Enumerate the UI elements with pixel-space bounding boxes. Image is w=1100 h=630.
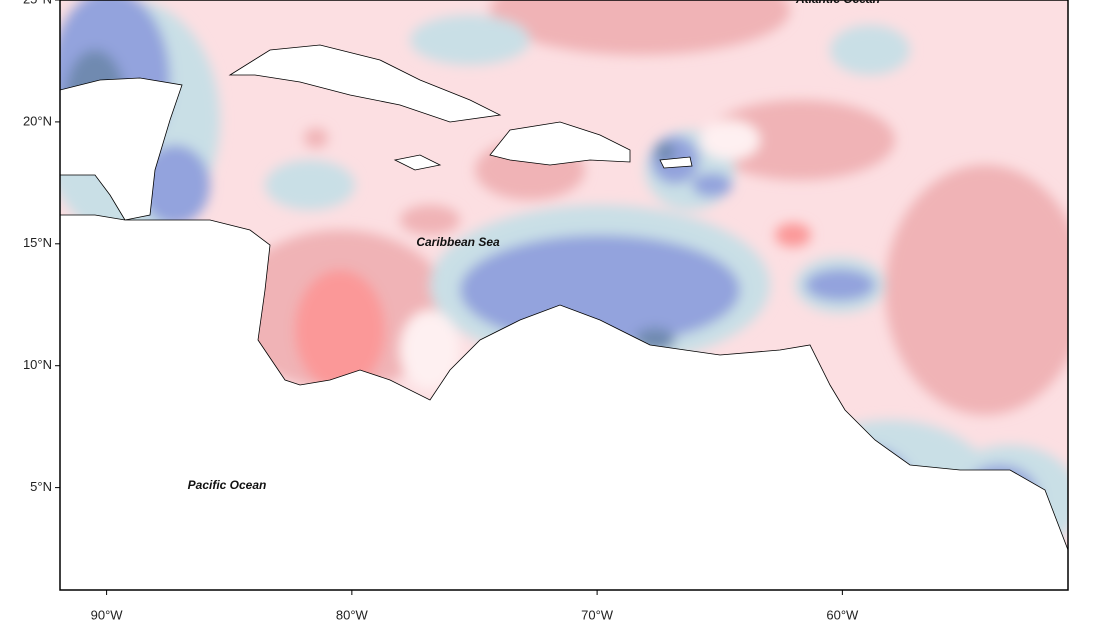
hispaniola	[489, 121, 631, 166]
y-tick-label: 10°N	[23, 357, 52, 372]
y-tick-label: 5°N	[30, 479, 52, 494]
x-tick-label: 60°W	[826, 607, 859, 622]
x-tick-label: 70°W	[581, 607, 614, 622]
ocean-label: Caribbean Sea	[416, 235, 500, 249]
puerto-rico	[659, 156, 693, 169]
x-tick-label: 90°W	[91, 607, 124, 622]
jamaica	[393, 154, 442, 171]
ocean-label: Atlantic Ocean	[795, 0, 880, 6]
x-tick-label: 80°W	[336, 607, 369, 622]
y-tick-label: 15°N	[23, 235, 52, 250]
y-tick-label: 25°N	[23, 0, 52, 6]
ocean-label: Pacific Ocean	[188, 478, 267, 492]
field	[60, 0, 1068, 590]
cuba	[228, 44, 502, 123]
yucatan	[60, 77, 183, 221]
mainland	[60, 214, 1068, 590]
frame	[59, 0, 1069, 591]
y-tick-label: 20°N	[23, 113, 52, 128]
